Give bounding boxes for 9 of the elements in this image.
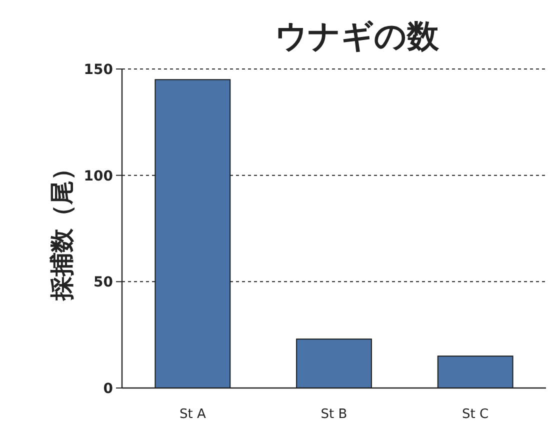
y-tick-label: 0 xyxy=(103,381,114,397)
chart-title: ウナギの数 xyxy=(275,17,440,55)
x-tick-label: St C xyxy=(462,407,489,422)
y-tick-label: 100 xyxy=(84,168,114,184)
y-tick-label: 50 xyxy=(94,274,114,291)
y-tick-label: 150 xyxy=(84,62,114,78)
x-tick-label: St A xyxy=(179,407,206,422)
y-axis-title: 採捕数（尾） xyxy=(48,156,76,302)
x-tick-label: St B xyxy=(320,407,348,422)
